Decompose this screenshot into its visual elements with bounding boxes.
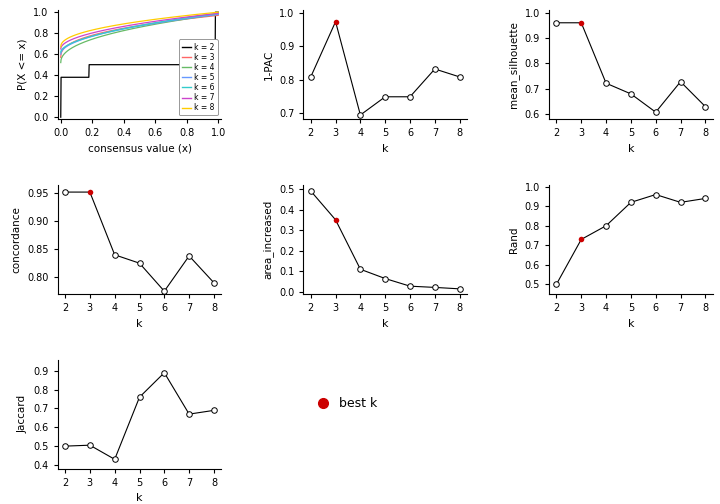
X-axis label: k: k — [136, 493, 143, 503]
X-axis label: k: k — [628, 319, 634, 329]
X-axis label: k: k — [628, 144, 634, 154]
Legend: k = 2, k = 3, k = 4, k = 5, k = 6, k = 7, k = 8: k = 2, k = 3, k = 4, k = 5, k = 6, k = 7… — [179, 39, 217, 115]
X-axis label: k: k — [382, 319, 389, 329]
Y-axis label: Jaccard: Jaccard — [18, 395, 27, 433]
Y-axis label: Rand: Rand — [509, 226, 519, 253]
X-axis label: k: k — [136, 319, 143, 329]
Y-axis label: 1-PAC: 1-PAC — [264, 49, 274, 80]
Y-axis label: P(X <= x): P(X <= x) — [18, 39, 27, 90]
Text: best k: best k — [339, 397, 377, 410]
Y-axis label: mean_silhouette: mean_silhouette — [508, 21, 519, 108]
X-axis label: k: k — [382, 144, 389, 154]
Y-axis label: concordance: concordance — [12, 206, 22, 273]
X-axis label: consensus value (x): consensus value (x) — [88, 144, 192, 154]
Y-axis label: area_increased: area_increased — [262, 200, 274, 279]
